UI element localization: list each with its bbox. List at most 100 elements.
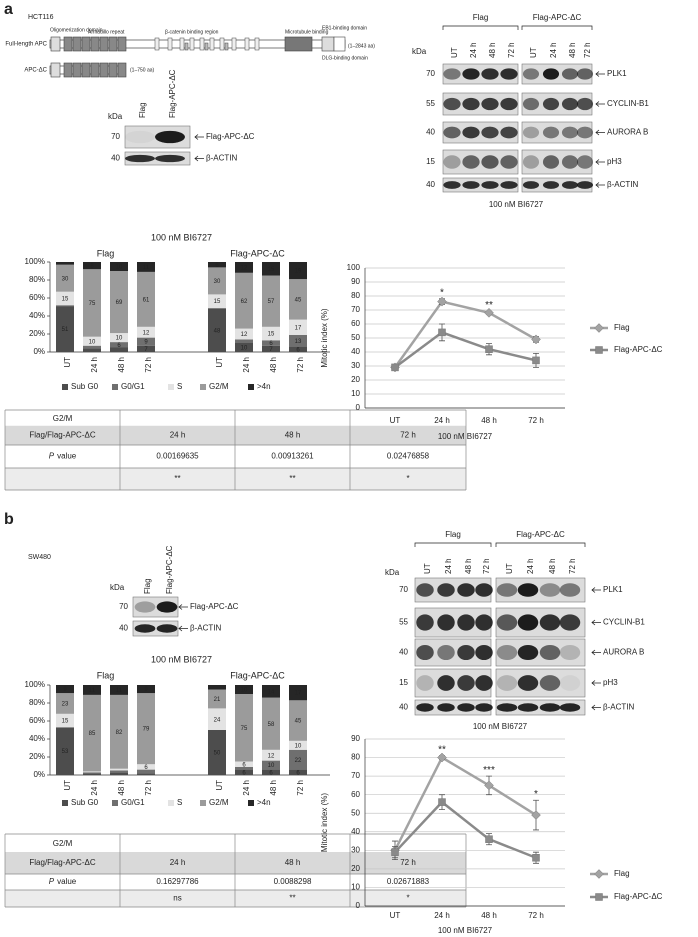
- domain-box: [108, 62, 118, 78]
- bar-segment: [289, 749, 307, 770]
- point: [438, 798, 446, 806]
- protein-label: CYCLIN-B1: [603, 618, 645, 627]
- band: [542, 68, 560, 80]
- point: [531, 334, 541, 345]
- y-tick-label: 60: [351, 319, 360, 328]
- chart-title: 100 nM BI6727: [151, 232, 212, 242]
- lane-label: 48 h: [568, 42, 577, 58]
- x-tick-label: 72 h: [296, 357, 305, 373]
- band: [576, 155, 594, 169]
- bar-segment: [208, 308, 226, 352]
- bar-segment: [137, 271, 155, 327]
- bar-segment: [137, 262, 155, 272]
- blot-strip: [442, 177, 519, 193]
- bar-segment: [289, 319, 307, 335]
- band: [462, 126, 480, 139]
- band: [475, 614, 493, 631]
- table-header: G2/M: [53, 414, 73, 423]
- segment-label: 8: [90, 264, 94, 270]
- domain-box: [204, 42, 209, 51]
- band: [561, 126, 579, 139]
- group-label: Flag-APC-ΔC: [533, 13, 582, 22]
- point: [485, 835, 493, 843]
- y-tick-label: 0%: [33, 347, 45, 356]
- band: [475, 675, 493, 691]
- band: [443, 155, 461, 169]
- y-tick-label: 80%: [29, 698, 45, 707]
- series-line: [393, 300, 537, 369]
- bar-segment: [56, 727, 74, 775]
- band: [561, 155, 579, 169]
- marker-label: 55: [426, 99, 435, 108]
- bar-segment: [262, 340, 280, 346]
- bar-segment: [235, 761, 253, 767]
- y-tick-label: 0: [356, 403, 361, 412]
- bar-segment: [208, 708, 226, 730]
- bar-segment: [262, 275, 280, 327]
- legend-label: S: [177, 798, 182, 807]
- segment-label: 15: [62, 297, 69, 303]
- legend-swatch: [62, 800, 68, 806]
- lane-label: 72 h: [568, 558, 577, 574]
- segment-label: 10: [116, 336, 123, 342]
- x-tick-label: 24 h: [434, 911, 450, 920]
- bar-segment: [83, 772, 101, 774]
- segment-label: 12: [241, 332, 248, 338]
- x-tick-label: UT: [63, 780, 72, 791]
- table-row: [5, 468, 466, 490]
- protein-label: PLK1: [603, 585, 623, 594]
- segment-label: 12: [268, 753, 275, 759]
- range-label: (1–750 aa): [130, 67, 155, 73]
- band: [462, 97, 480, 111]
- band: [539, 644, 561, 661]
- treatment-label: 100 nM BI6727: [489, 200, 544, 209]
- x-tick-label: 24 h: [242, 357, 251, 373]
- segment-label: 11: [143, 265, 150, 271]
- y-tick-label: 70: [351, 771, 360, 780]
- band: [457, 644, 475, 661]
- domain-box: [209, 37, 215, 51]
- y-tick-label: 40%: [29, 734, 45, 743]
- segment-label: 15: [214, 299, 221, 305]
- bracket: [442, 25, 519, 30]
- lane-label: Flag: [143, 578, 152, 594]
- x-tick-label: UT: [390, 911, 401, 920]
- arrow: [194, 134, 204, 140]
- bar-segment: [56, 264, 74, 292]
- band: [522, 126, 540, 139]
- band: [496, 703, 518, 712]
- p-rest: value: [57, 452, 77, 461]
- protein-label: β-ACTIN: [190, 624, 221, 633]
- bracket: [521, 25, 593, 30]
- segment-label: 14: [268, 689, 275, 695]
- bar-segment: [235, 694, 253, 762]
- marker-label: 70: [111, 132, 120, 141]
- bar-segment: [289, 769, 307, 775]
- domain-box: [284, 36, 313, 52]
- bar-segment: [137, 337, 155, 346]
- panel-label: b: [4, 511, 14, 528]
- band: [416, 644, 434, 661]
- x-tick-label: 72 h: [296, 780, 305, 796]
- bar-segment: [110, 685, 128, 695]
- bar-segment: [83, 694, 101, 772]
- band: [500, 97, 518, 111]
- y-tick-label: 90: [351, 277, 360, 286]
- segment-label: 10: [89, 339, 96, 345]
- legend-label: Sub G0: [71, 798, 99, 807]
- lane-label: 48 h: [548, 558, 557, 574]
- lane-label: 72 h: [583, 42, 592, 58]
- bar-segment: [110, 694, 128, 769]
- domain-box: [90, 62, 100, 78]
- domain-box: [199, 37, 205, 51]
- bar-segment: [289, 685, 307, 701]
- y-tick-label: 10: [351, 389, 360, 398]
- arrow: [178, 604, 188, 610]
- p-value: 0.02671883: [387, 877, 430, 886]
- bar-segment: [110, 333, 128, 343]
- bar-segment: [262, 749, 280, 761]
- arrow: [591, 680, 601, 686]
- significance: *: [406, 894, 409, 903]
- segment-label: 12: [241, 265, 248, 271]
- segment-label: 75: [89, 301, 96, 307]
